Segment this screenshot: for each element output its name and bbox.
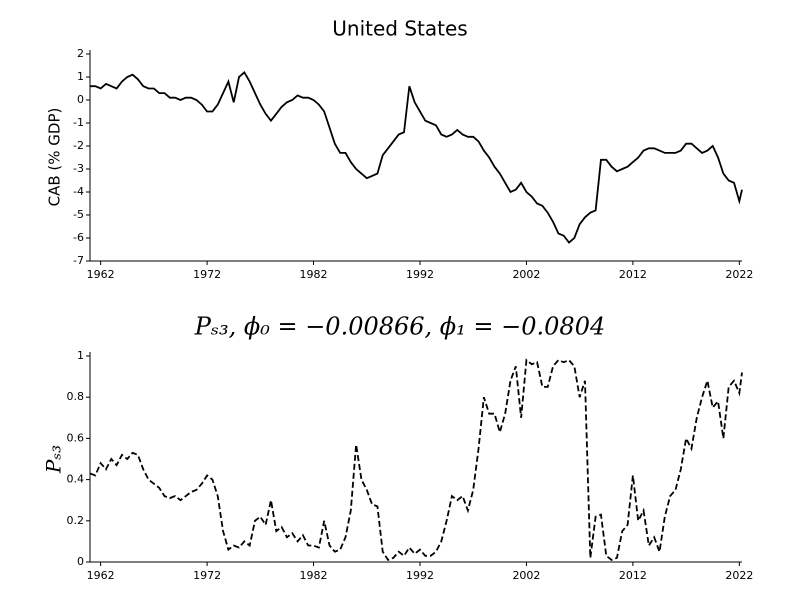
chart-title: Pₛ₃, ϕ₀ = −0.00866, ϕ₁ = −0.0804 (194, 313, 606, 341)
x-tick-label: 1992 (406, 569, 434, 582)
y-tick-label: 0.6 (67, 431, 85, 444)
y-tick-label: -2 (73, 139, 84, 152)
x-tick-label: 2002 (512, 569, 540, 582)
x-tick-label: 1962 (87, 569, 115, 582)
y-tick-label: 0 (77, 555, 84, 568)
y-tick-label: -7 (73, 254, 84, 267)
x-tick-label: 1982 (300, 569, 328, 582)
x-tick-label: 2012 (619, 569, 647, 582)
x-tick-label: 2012 (619, 268, 647, 281)
x-tick-label: 2002 (512, 268, 540, 281)
data-line (90, 71, 743, 244)
y-tick-label: 0.4 (67, 473, 85, 486)
x-tick-label: 1972 (193, 268, 221, 281)
data-line (89, 358, 743, 562)
y-axis-label: CAB (% GDP) (46, 108, 64, 207)
y-axis-label: Pₛ₃ (42, 445, 66, 474)
y-tick-label: 1 (77, 70, 84, 83)
x-tick-label: 1962 (87, 268, 115, 281)
chart-title: United States (332, 17, 467, 41)
x-tick-label: 1992 (406, 268, 434, 281)
y-tick-label: -6 (73, 231, 84, 244)
y-tick-label: 1 (77, 349, 84, 362)
x-tick-label: 2022 (725, 569, 753, 582)
y-tick-label: 2 (77, 47, 84, 60)
y-tick-label: -1 (73, 116, 84, 129)
y-tick-label: 0.2 (67, 514, 85, 527)
y-tick-label: 0 (77, 93, 84, 106)
y-tick-label: -3 (73, 162, 84, 175)
y-tick-label: -4 (73, 185, 84, 198)
y-tick-label: 0.8 (67, 390, 85, 403)
x-tick-label: 2022 (725, 268, 753, 281)
x-tick-label: 1982 (300, 268, 328, 281)
x-tick-label: 1972 (193, 569, 221, 582)
y-tick-label: -5 (73, 208, 84, 221)
